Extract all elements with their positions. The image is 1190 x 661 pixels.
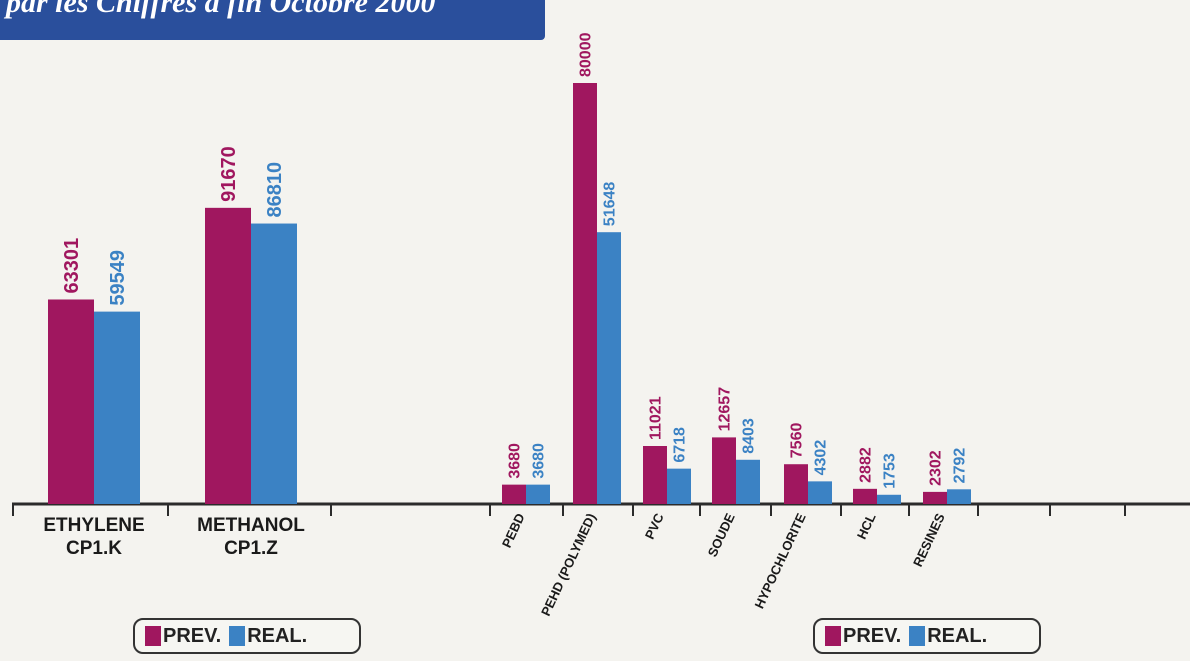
bar-real [251, 223, 297, 504]
data-label: 59549 [107, 250, 129, 306]
legend-item-prev: PREV. [145, 625, 221, 648]
prev-swatch [145, 626, 161, 646]
data-label: 51648 [602, 182, 619, 227]
bar-real [877, 494, 901, 504]
category-label: HCL [854, 511, 879, 542]
category-label: HYPOCHLORITE [751, 511, 808, 611]
real-swatch [229, 626, 246, 646]
real-label: REAL. [247, 624, 308, 647]
category-label: CP1.K [66, 538, 122, 559]
bar-real [597, 232, 621, 504]
bar-prev [502, 484, 526, 504]
category-label: CP1.Z [224, 538, 278, 559]
data-label: 86810 [264, 162, 286, 218]
category-label: ETHYLENE [43, 515, 144, 536]
data-label: 91670 [218, 146, 240, 202]
data-label: 3680 [507, 443, 524, 479]
data-label: 2882 [858, 447, 875, 483]
category-label: PVC [642, 510, 667, 541]
data-label: 12657 [717, 387, 734, 432]
legend-item-real: REAL. [229, 625, 307, 648]
data-label: 11021 [648, 396, 665, 440]
bar-real [808, 481, 832, 504]
bar-prev [205, 207, 251, 504]
legend-item-real: REAL. [909, 625, 987, 648]
data-label: 7560 [789, 423, 806, 459]
category-label: PEHD (POLYMED) [538, 511, 599, 618]
category-label: PEBD [499, 511, 528, 550]
bar-prev [712, 437, 736, 504]
legend-left: PREV. REAL. [133, 618, 361, 654]
category-label: METHANOL [197, 515, 305, 536]
prev-label: PREV. [163, 624, 222, 647]
prev-label: PREV. [843, 624, 902, 647]
data-label: 4302 [813, 440, 830, 476]
bar-prev [784, 464, 808, 504]
bar-real [667, 468, 691, 504]
data-label: 6718 [672, 427, 689, 463]
bar-prev [48, 299, 94, 504]
data-label: 2792 [952, 448, 969, 484]
data-label: 2302 [928, 450, 945, 486]
chart-title: par les Chiffres à fin Octobre 2000 [6, 0, 436, 19]
data-label: 3680 [531, 443, 548, 479]
bar-prev [643, 446, 667, 504]
real-label: REAL. [927, 624, 988, 647]
bar-real [736, 459, 760, 504]
bar-prev [573, 83, 597, 504]
bar-real [947, 489, 971, 504]
real-swatch [909, 626, 926, 646]
legend-item-prev: PREV. [825, 625, 901, 648]
legend-right: PREV. REAL. [813, 618, 1041, 654]
bar-prev [923, 491, 947, 504]
data-label: 63301 [61, 238, 83, 294]
data-label: 8403 [741, 418, 758, 454]
bar-real [526, 484, 550, 504]
bar-real [94, 311, 140, 504]
category-label: RESINES [910, 511, 948, 569]
title-banner: par les Chiffres à fin Octobre 2000 [0, 0, 545, 40]
data-label: 80000 [578, 32, 595, 77]
prev-swatch [825, 626, 841, 646]
bar-prev [853, 488, 877, 504]
data-label: 1753 [882, 453, 899, 489]
category-label: SOUDE [705, 511, 738, 560]
